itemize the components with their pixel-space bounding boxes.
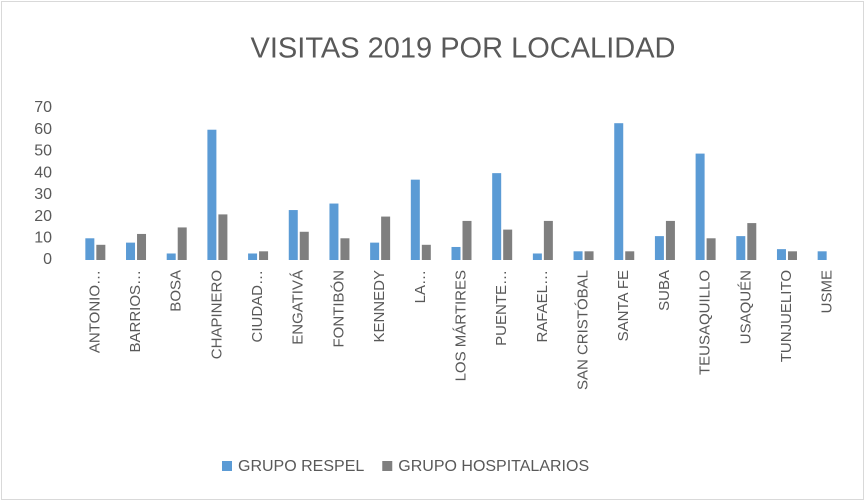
bar xyxy=(706,238,716,260)
bar xyxy=(126,242,136,260)
x-tick-label: TEUSAQUILLO xyxy=(697,270,714,375)
bar xyxy=(787,251,797,260)
legend-label: GRUPO HOSPITALARIOS xyxy=(398,458,589,475)
bar xyxy=(288,210,298,260)
x-tick-label: LOS MÁRTIRES xyxy=(452,270,469,381)
y-tick-label: 60 xyxy=(34,121,52,138)
chart-title: VISITAS 2019 POR LOCALIDAD xyxy=(251,33,676,65)
x-tick-label: USAQUÉN xyxy=(737,270,754,344)
bar xyxy=(462,220,472,260)
bar xyxy=(166,253,176,260)
bar xyxy=(85,238,95,260)
y-tick-label: 30 xyxy=(34,186,52,203)
x-tick-label: BARRIOS… xyxy=(127,270,144,353)
x-tick-label: USME xyxy=(819,270,836,313)
bar xyxy=(421,244,431,260)
x-tick-label: PUENTE… xyxy=(493,270,510,346)
y-tick-label: 40 xyxy=(34,164,52,181)
x-tick-label: CIUDAD… xyxy=(249,270,266,343)
bar xyxy=(665,220,675,260)
bar xyxy=(137,233,147,260)
x-tick-label: BOSA xyxy=(168,270,185,312)
bar xyxy=(614,123,624,260)
legend-label: GRUPO RESPEL xyxy=(238,458,364,475)
x-tick-label: RAFAEL… xyxy=(534,270,551,343)
bar xyxy=(747,223,757,260)
bar xyxy=(695,153,705,260)
bar xyxy=(96,244,106,260)
bar xyxy=(207,129,217,260)
bar xyxy=(218,214,228,260)
x-tick-label: KENNEDY xyxy=(371,270,388,343)
bar xyxy=(177,227,187,260)
bar xyxy=(532,253,542,260)
bar xyxy=(451,246,461,260)
bar xyxy=(573,251,583,260)
bar xyxy=(381,216,391,260)
bar xyxy=(543,220,553,260)
bar xyxy=(625,251,635,260)
bar xyxy=(370,242,380,260)
x-tick-label: SUBA xyxy=(656,270,673,311)
y-tick-label: 50 xyxy=(34,143,52,160)
x-tick-label: CHAPINERO xyxy=(208,270,225,359)
bar xyxy=(503,229,513,260)
y-tick-label: 70 xyxy=(34,99,52,116)
y-tick-label: 0 xyxy=(43,251,52,268)
bar xyxy=(410,179,420,260)
bar xyxy=(736,236,746,260)
bar xyxy=(654,236,664,260)
legend-swatch xyxy=(382,461,393,471)
x-tick-label: ENGATIVÁ xyxy=(290,270,307,345)
y-tick-label: 20 xyxy=(34,208,52,225)
bar xyxy=(584,251,594,260)
bar xyxy=(817,251,827,260)
bar xyxy=(248,253,258,260)
x-tick-label: SAN CRISTÓBAL xyxy=(575,270,592,390)
y-tick-label: 10 xyxy=(34,230,52,247)
bar xyxy=(340,238,350,260)
bar xyxy=(776,249,786,260)
bar xyxy=(492,173,502,260)
bar xyxy=(299,231,309,260)
bar xyxy=(259,251,269,260)
legend-swatch xyxy=(222,461,232,471)
x-tick-label: SANTA FE xyxy=(615,270,632,341)
x-tick-label: LA… xyxy=(412,270,429,303)
x-tick-label: ANTONIO… xyxy=(86,270,103,353)
bar xyxy=(329,203,339,260)
x-tick-label: TUNJUELITO xyxy=(778,270,795,362)
x-tick-label: FONTIBÓN xyxy=(330,270,347,348)
